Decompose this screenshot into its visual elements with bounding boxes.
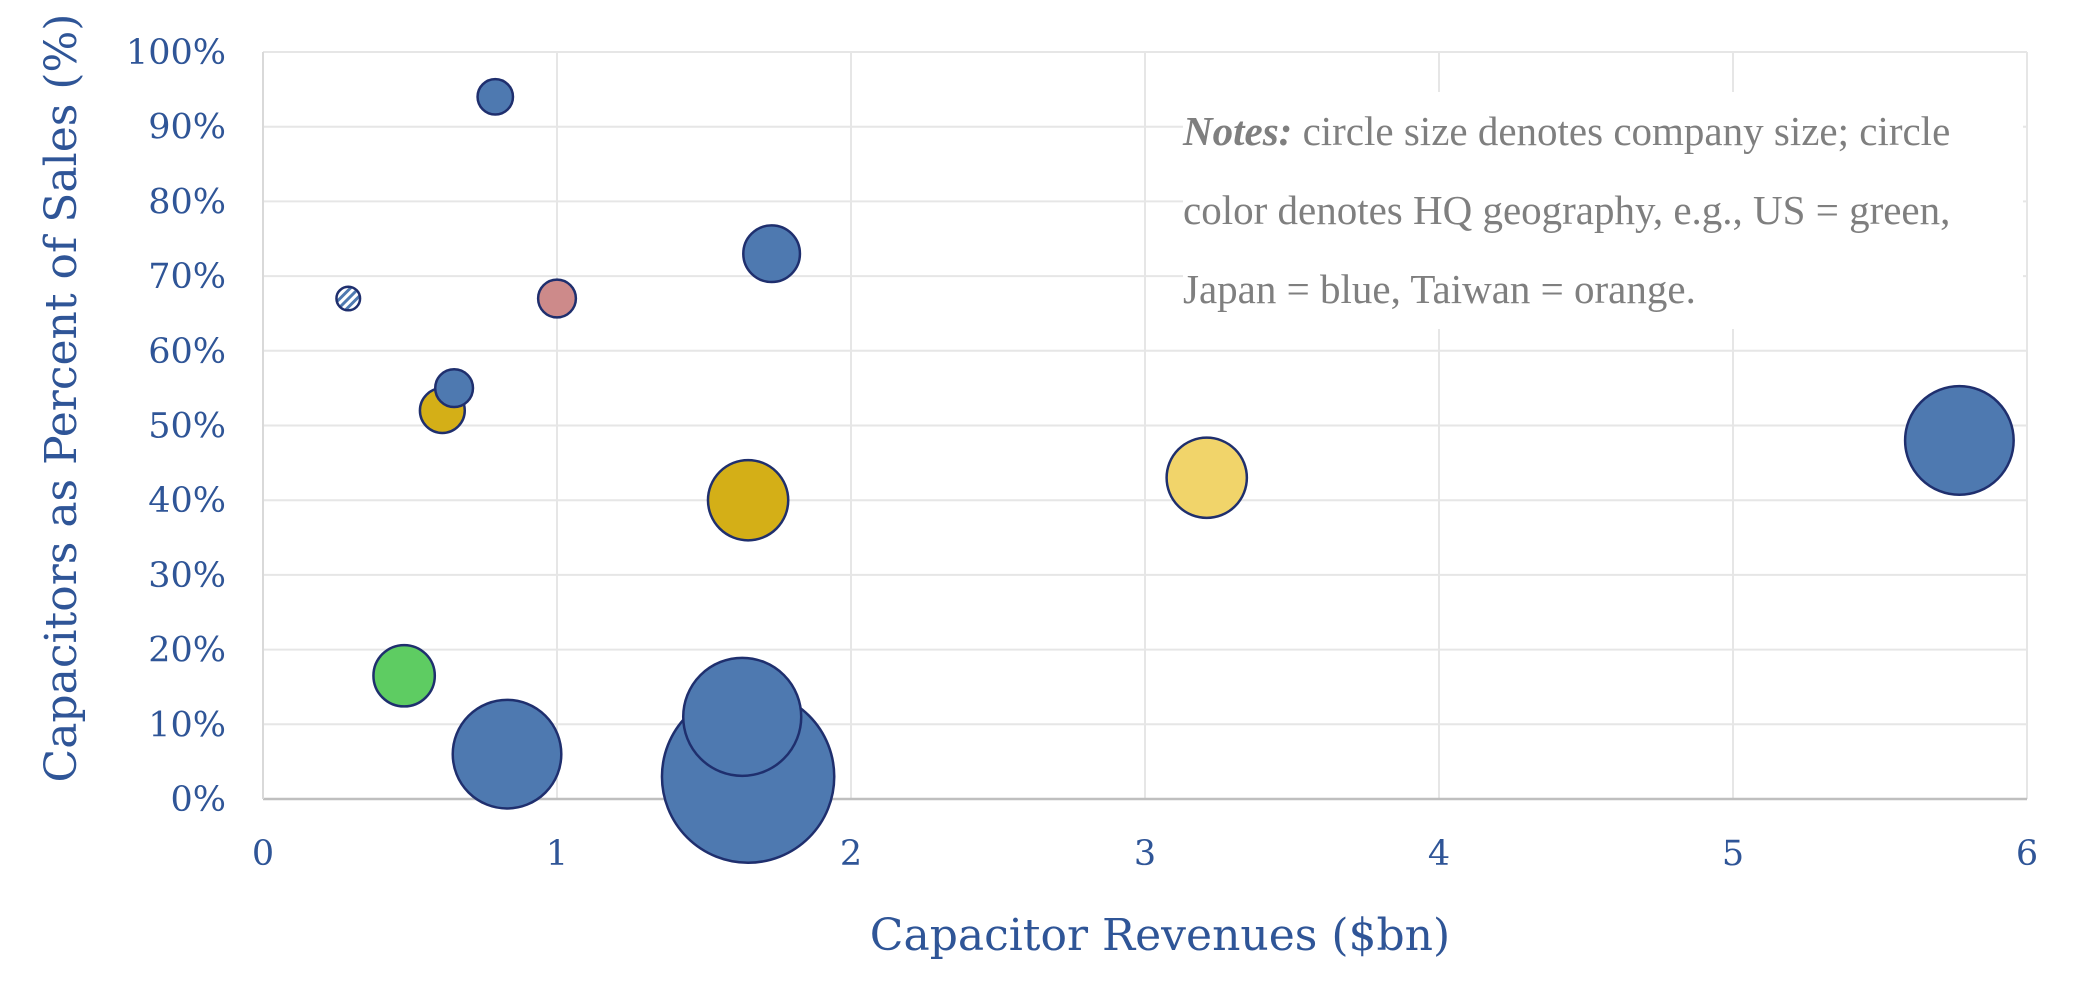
x-tick-label: 0 — [252, 834, 274, 874]
bubble-point — [433, 368, 475, 409]
axes — [262, 52, 2027, 801]
y-tick-label: 80% — [148, 182, 226, 222]
bubble-point — [536, 278, 578, 319]
y-tick-label: 40% — [148, 481, 226, 521]
bubble-point — [335, 285, 362, 312]
x-tick-label: 5 — [1722, 834, 1744, 874]
y-tick-label: 90% — [148, 108, 226, 148]
y-tick-label: 50% — [148, 407, 226, 447]
bubble-series — [335, 77, 2015, 864]
x-tick-label: 2 — [840, 834, 862, 874]
x-tick-label: 4 — [1428, 834, 1450, 874]
x-tick-label: 1 — [546, 834, 568, 874]
y-axis-title: Capacitors as Percent of Sales (%) — [36, 14, 87, 783]
bubble-point — [451, 698, 563, 810]
notes-text: circle size denotes company size; circle… — [1183, 108, 1951, 312]
bubble-point — [1903, 384, 2015, 496]
x-tick-label: 3 — [1134, 834, 1156, 874]
tick-labels: 0% 10% 20% 30% 40% 50% 60% 70% 80% 90% 100% 0 1 2 3 4 5 6 — [126, 33, 2038, 874]
chart-notes: Notes: circle size denotes company size;… — [1183, 92, 2023, 329]
bubble-point — [681, 656, 803, 778]
x-axis-title: Capacitor Revenues ($bn) — [870, 910, 1450, 961]
bubble-point — [476, 77, 515, 116]
y-tick-label: 60% — [148, 332, 226, 372]
bubble-point — [742, 224, 802, 284]
y-tick-label: 70% — [148, 257, 226, 297]
bubble-point — [706, 458, 790, 542]
bubble-point — [1165, 436, 1249, 520]
y-tick-label: 30% — [148, 556, 226, 596]
y-tick-label: 10% — [148, 705, 226, 745]
notes-label: Notes: — [1183, 108, 1293, 154]
y-tick-label: 100% — [126, 33, 226, 73]
x-tick-label: 6 — [2016, 834, 2038, 874]
y-tick-label: 0% — [170, 780, 226, 820]
y-tick-label: 20% — [148, 631, 226, 671]
bubble-point — [372, 643, 437, 708]
